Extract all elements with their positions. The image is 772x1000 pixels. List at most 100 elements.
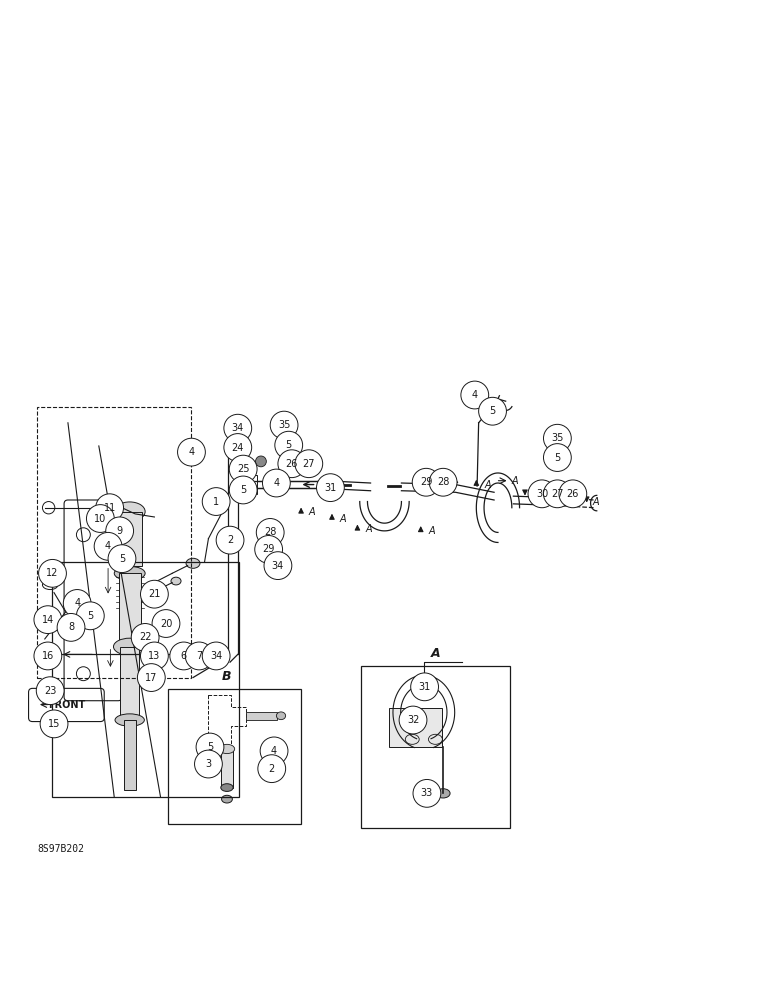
Circle shape xyxy=(39,559,66,587)
Circle shape xyxy=(224,434,252,461)
Text: 5: 5 xyxy=(240,485,246,495)
Ellipse shape xyxy=(222,795,232,803)
Text: 2: 2 xyxy=(269,764,275,774)
Circle shape xyxy=(152,610,180,637)
Text: 23: 23 xyxy=(44,686,56,696)
Text: 28: 28 xyxy=(264,527,276,537)
Circle shape xyxy=(543,424,571,452)
Bar xyxy=(168,689,301,824)
Ellipse shape xyxy=(115,714,144,726)
Circle shape xyxy=(36,677,64,705)
Bar xyxy=(124,720,136,790)
Text: 4: 4 xyxy=(273,478,279,488)
Text: 16: 16 xyxy=(42,651,54,661)
Circle shape xyxy=(412,468,440,496)
Text: 28: 28 xyxy=(437,477,449,487)
Text: 25: 25 xyxy=(237,464,249,474)
Circle shape xyxy=(170,642,198,670)
Circle shape xyxy=(479,397,506,425)
Text: 6: 6 xyxy=(181,651,187,661)
Text: A: A xyxy=(340,514,347,524)
Ellipse shape xyxy=(276,712,286,720)
Circle shape xyxy=(260,737,288,765)
Bar xyxy=(37,407,191,678)
Text: 34: 34 xyxy=(232,423,244,433)
Circle shape xyxy=(141,580,168,608)
Text: A: A xyxy=(428,526,435,536)
Circle shape xyxy=(256,456,266,467)
Text: 10: 10 xyxy=(94,514,107,524)
Text: 2: 2 xyxy=(227,535,233,545)
Text: 17: 17 xyxy=(145,673,157,683)
Circle shape xyxy=(229,476,257,504)
Circle shape xyxy=(264,552,292,580)
Bar xyxy=(119,573,141,647)
Circle shape xyxy=(195,750,222,778)
Text: 11: 11 xyxy=(103,503,116,513)
Circle shape xyxy=(543,444,571,471)
Text: 3: 3 xyxy=(205,759,212,769)
Circle shape xyxy=(196,733,224,761)
Circle shape xyxy=(528,480,556,508)
Ellipse shape xyxy=(186,558,200,568)
Bar xyxy=(389,708,442,747)
Text: 4: 4 xyxy=(472,390,478,400)
Circle shape xyxy=(185,642,213,670)
Text: 26: 26 xyxy=(567,489,579,499)
Circle shape xyxy=(202,642,230,670)
Text: 31: 31 xyxy=(324,483,337,493)
Ellipse shape xyxy=(219,744,235,754)
Circle shape xyxy=(255,536,283,563)
Text: 34: 34 xyxy=(210,651,222,661)
Text: 20: 20 xyxy=(160,619,172,629)
Text: 5: 5 xyxy=(554,453,560,463)
Circle shape xyxy=(559,480,587,508)
Text: B: B xyxy=(222,670,232,683)
Bar xyxy=(117,512,142,566)
Text: 29: 29 xyxy=(262,544,275,554)
Bar xyxy=(245,475,257,494)
Text: A: A xyxy=(511,476,518,486)
Circle shape xyxy=(57,613,85,641)
Bar xyxy=(52,562,239,797)
Ellipse shape xyxy=(114,502,145,521)
Text: 4: 4 xyxy=(105,541,111,551)
Text: 26: 26 xyxy=(286,459,298,469)
Text: 31: 31 xyxy=(418,682,431,692)
Text: B: B xyxy=(320,480,328,490)
Text: 5: 5 xyxy=(286,440,292,450)
Text: 4: 4 xyxy=(188,447,195,457)
Circle shape xyxy=(137,664,165,691)
Text: 7: 7 xyxy=(196,651,202,661)
Circle shape xyxy=(76,602,104,630)
Circle shape xyxy=(131,624,159,651)
Text: 35: 35 xyxy=(551,433,564,443)
Circle shape xyxy=(295,450,323,478)
Circle shape xyxy=(411,673,438,701)
Circle shape xyxy=(178,438,205,466)
Text: 5: 5 xyxy=(119,554,125,564)
Circle shape xyxy=(40,710,68,738)
Text: 15: 15 xyxy=(48,719,60,729)
Circle shape xyxy=(270,411,298,439)
Text: 30: 30 xyxy=(536,489,548,499)
Circle shape xyxy=(63,590,91,617)
Text: 35: 35 xyxy=(278,420,290,430)
Text: A: A xyxy=(593,497,600,507)
Bar xyxy=(120,647,139,720)
Circle shape xyxy=(108,545,136,573)
Text: A: A xyxy=(309,507,316,517)
Text: 21: 21 xyxy=(148,589,161,599)
Bar xyxy=(221,749,233,788)
Text: 27: 27 xyxy=(303,459,315,469)
Text: 8: 8 xyxy=(68,622,74,632)
Text: 32: 32 xyxy=(407,715,419,725)
Text: 24: 24 xyxy=(232,443,244,453)
Text: 33: 33 xyxy=(421,788,433,798)
Ellipse shape xyxy=(436,789,450,798)
Circle shape xyxy=(278,450,306,478)
Text: 27: 27 xyxy=(551,489,564,499)
Text: FRONT: FRONT xyxy=(48,700,85,710)
Text: 4: 4 xyxy=(271,746,277,756)
Text: 1: 1 xyxy=(213,497,219,507)
